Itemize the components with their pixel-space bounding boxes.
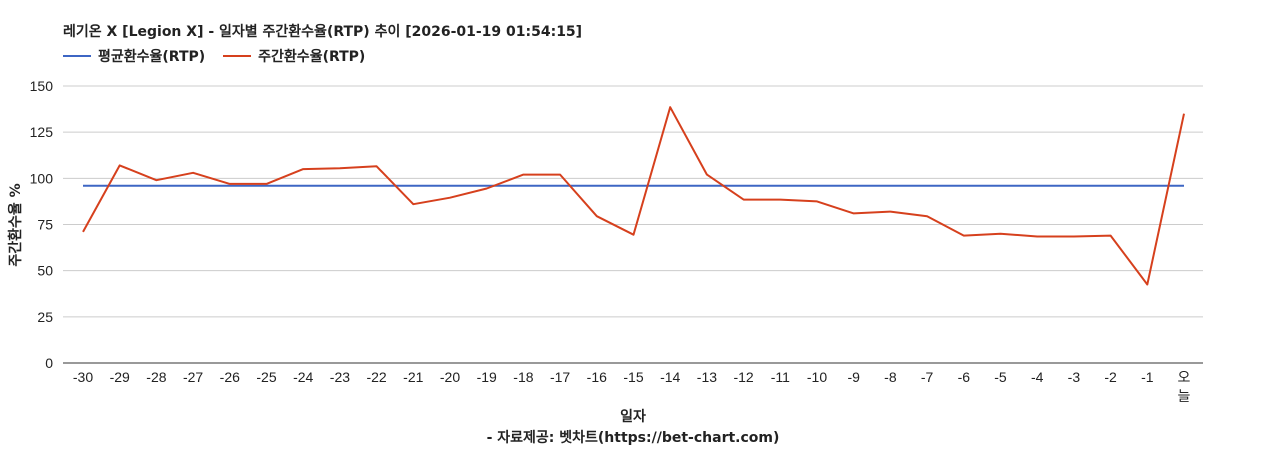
x-tick-label: -11 xyxy=(771,369,790,385)
x-axis-label: 일자 xyxy=(620,409,646,425)
x-tick-label: -22 xyxy=(366,369,386,385)
y-tick-label: 25 xyxy=(37,309,53,325)
x-tick-label: -20 xyxy=(440,369,460,385)
x-tick-label: -8 xyxy=(884,369,897,385)
x-tick-label: -18 xyxy=(513,369,533,385)
chart-title: 레기온 X [Legion X] - 일자별 주간환수율(RTP) 추이 [20… xyxy=(63,24,583,40)
x-tick-label: -14 xyxy=(660,369,680,385)
x-tick-label: -24 xyxy=(293,369,313,385)
y-tick-label: 150 xyxy=(30,78,54,94)
chart-legend: 평균환수율(RTP) 주간환수율(RTP) xyxy=(63,46,383,66)
legend-item-weekly[interactable]: 주간환수율(RTP) xyxy=(223,46,365,66)
y-tick-label: 50 xyxy=(37,263,53,279)
y-tick-label: 75 xyxy=(37,217,53,233)
x-tick-label: -15 xyxy=(623,369,643,385)
source-caption: - 자료제공: 벳차트(https://bet-chart.com) xyxy=(487,429,780,446)
x-tick-label: -23 xyxy=(330,369,350,385)
x-tick-label: 오 xyxy=(1178,369,1191,385)
series-lines xyxy=(82,106,1185,286)
x-tick-label: 늘 xyxy=(1178,388,1191,404)
x-tick-label: -27 xyxy=(183,369,203,385)
x-tick-label: -12 xyxy=(733,369,753,385)
x-tick-label: -19 xyxy=(477,369,497,385)
x-tick-label: -21 xyxy=(403,369,423,385)
legend-swatch-average xyxy=(63,55,91,57)
y-axis-label: 주간환수율 % xyxy=(7,183,24,266)
x-tick-label: -29 xyxy=(110,369,130,385)
x-tick-labels: -30 -29 -28 -27 -26 -25 -24 -23 -22 -21 -20 -19 -18 -… xyxy=(73,369,1191,404)
y-tick-label: 125 xyxy=(30,124,54,140)
y-tick-labels: 0 25 50 75 100 125 150 xyxy=(30,78,54,371)
x-tick-label: -17 xyxy=(550,369,570,385)
legend-swatch-weekly xyxy=(223,55,252,57)
y-tick-label: 0 xyxy=(45,355,53,371)
x-tick-label: -25 xyxy=(256,369,276,385)
x-tick-label: -28 xyxy=(146,369,166,385)
x-tick-label: -13 xyxy=(697,369,717,385)
legend-item-average[interactable]: 평균환수율(RTP) xyxy=(63,46,205,66)
x-tick-label: -4 xyxy=(1031,369,1044,385)
x-tick-label: -2 xyxy=(1104,369,1117,385)
legend-label-weekly: 주간환수율(RTP) xyxy=(258,49,366,65)
x-tick-label: -5 xyxy=(994,369,1007,385)
x-tick-label: -10 xyxy=(807,369,827,385)
gridlines xyxy=(63,85,1203,364)
x-tick-label: -26 xyxy=(220,369,240,385)
x-tick-label: -6 xyxy=(958,369,971,385)
legend-label-average: 평균환수율(RTP) xyxy=(98,49,206,65)
x-tick-label: -16 xyxy=(587,369,607,385)
x-tick-label: -1 xyxy=(1141,369,1154,385)
series-line-weekly[interactable] xyxy=(82,106,1185,286)
x-tick-label: -30 xyxy=(73,369,93,385)
x-tick-label: -3 xyxy=(1068,369,1081,385)
x-tick-label: -9 xyxy=(847,369,860,385)
y-tick-label: 100 xyxy=(30,170,54,186)
x-tick-label: -7 xyxy=(921,369,934,385)
